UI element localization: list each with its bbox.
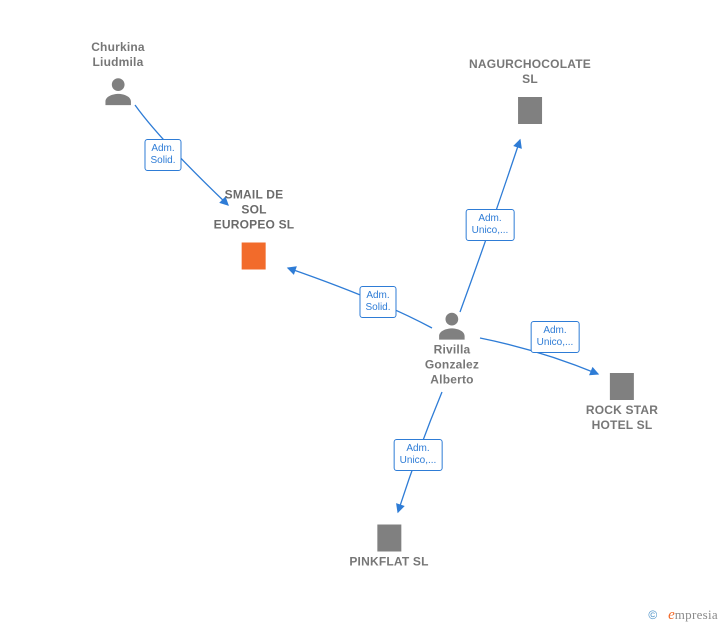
edges-layer bbox=[0, 0, 728, 630]
edge-churkina-smail bbox=[135, 105, 228, 205]
credit: © empresia bbox=[648, 607, 718, 624]
copyright-symbol: © bbox=[648, 608, 657, 622]
edge-rivilla-nagur bbox=[460, 140, 520, 312]
edge-rivilla-smail bbox=[288, 268, 432, 328]
brand-rest: mpresia bbox=[675, 607, 718, 622]
brand-first-letter: e bbox=[668, 607, 675, 623]
edge-rivilla-pinkflat bbox=[398, 392, 442, 512]
network-canvas: Churkina Liudmila SMAIL DE SOL EUROPEO S… bbox=[0, 0, 728, 630]
edge-rivilla-rockstar bbox=[480, 338, 598, 374]
